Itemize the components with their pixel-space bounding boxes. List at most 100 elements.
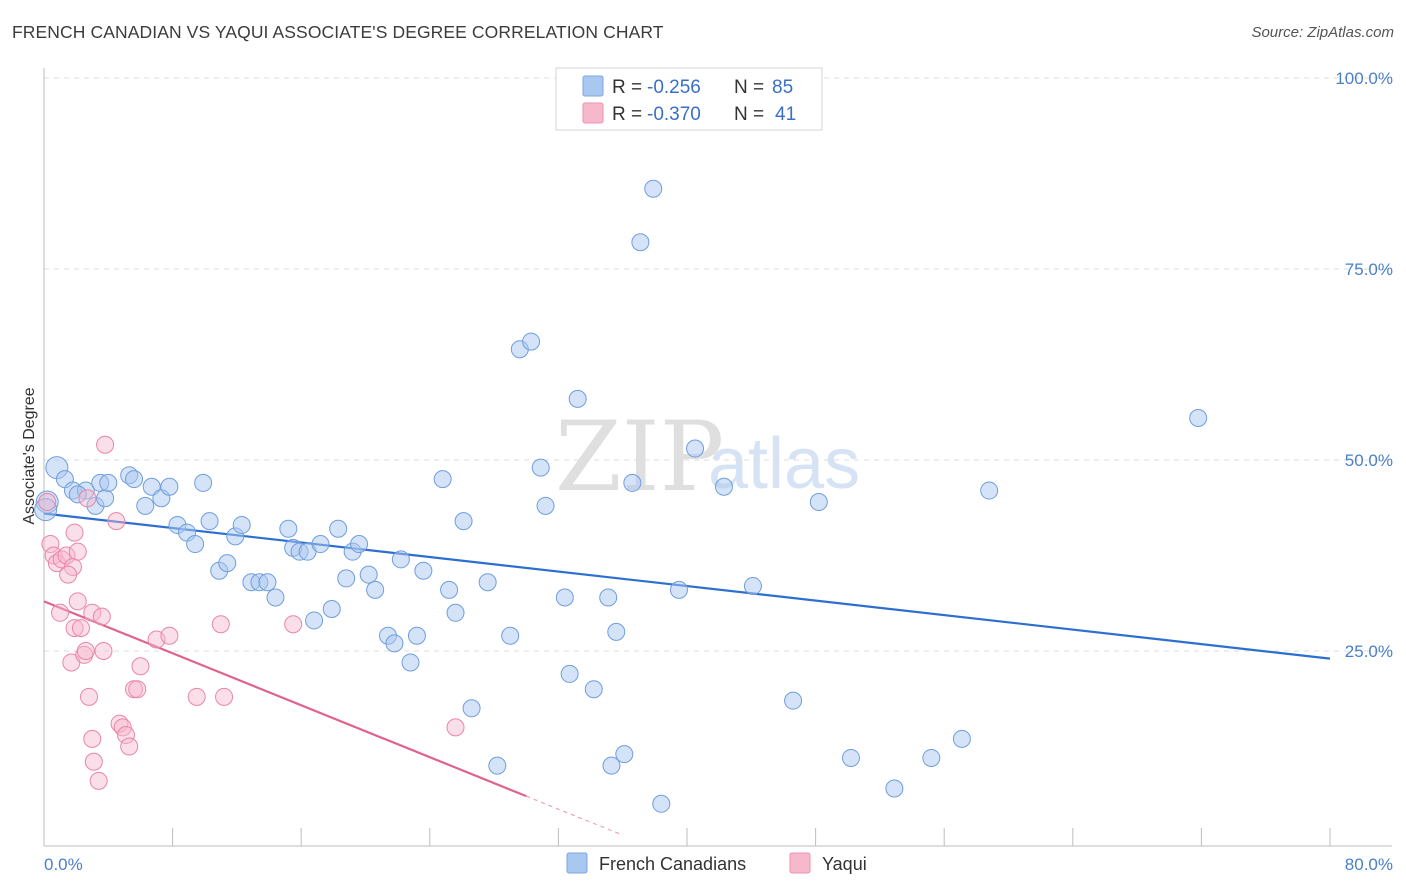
x-tick-labels: 0.0% 80.0% (44, 855, 1393, 874)
point-french-canadians-46 (414, 561, 433, 580)
point-french-canadians-52 (478, 573, 497, 592)
point-yaqui-33 (131, 657, 150, 676)
point-french-canadians-68 (631, 233, 650, 252)
point-french-canadians-50 (454, 512, 473, 531)
point-french-canadians-81 (980, 481, 999, 500)
point-yaqui-32 (128, 680, 147, 699)
point-yaqui-10 (51, 603, 70, 622)
point-french-canadians-40 (366, 580, 385, 599)
point-french-canadians-48 (440, 580, 459, 599)
point-yaqui-23 (92, 607, 111, 626)
point-french-canadians-17 (186, 535, 205, 554)
point-french-canadians-10 (125, 470, 144, 489)
chart-source: Source: ZipAtlas.com (1251, 24, 1394, 41)
point-yaqui-14 (71, 619, 90, 638)
point-french-canadians-54 (501, 626, 520, 645)
point-french-canadians-44 (401, 653, 420, 672)
point-french-canadians-7 (96, 489, 115, 508)
point-yaqui-21 (84, 752, 103, 771)
point-french-canadians-47 (433, 470, 452, 489)
point-french-canadians-23 (232, 515, 251, 534)
legend-swatch-yaqui (582, 102, 604, 124)
point-french-canadians-79 (922, 748, 941, 767)
point-yaqui-13 (68, 592, 87, 611)
point-yaqui-1 (41, 535, 60, 554)
point-french-canadians-75 (784, 691, 803, 710)
point-french-canadians-51 (462, 699, 481, 718)
legend-n-value-2: 41 (775, 104, 796, 125)
point-yaqui-0 (38, 493, 57, 512)
y-tick-label-0: 25.0% (1345, 642, 1393, 661)
point-french-canadians-8 (99, 473, 118, 492)
point-french-canadians-76 (809, 493, 828, 512)
point-french-canadians-11 (136, 496, 155, 515)
point-french-canadians-61 (568, 389, 587, 408)
point-french-canadians-12 (142, 477, 161, 496)
legend-r-label-2: R = (612, 104, 642, 125)
point-yaqui-20 (83, 729, 102, 748)
point-french-canadians-59 (555, 588, 574, 607)
point-french-canadians-77 (841, 748, 860, 767)
grid-lines (44, 77, 1392, 652)
bottom-legend-swatch-yaqui (789, 852, 811, 874)
point-yaqui-19 (80, 687, 99, 706)
watermark-atlas: atlas (708, 424, 860, 504)
point-french-canadians-64 (602, 756, 621, 775)
watermark-zip: ZIP (555, 401, 724, 513)
trend-lines (43, 512, 1331, 836)
point-yaqui-24 (94, 642, 113, 660)
point-french-canadians-35 (329, 519, 348, 538)
legend-swatch-french-canadians (582, 75, 604, 97)
y-tick-label-2: 75.0% (1345, 260, 1393, 279)
point-yaqui-40 (446, 718, 465, 737)
point-french-canadians-58 (536, 496, 555, 515)
y-tick-labels: 25.0% 50.0% 75.0% 100.0% (1335, 69, 1393, 661)
point-yaqui-12 (65, 619, 84, 638)
point-french-canadians-82 (1189, 408, 1208, 427)
point-yaqui-8 (68, 542, 87, 561)
point-french-canadians-39 (359, 565, 378, 584)
x-tick-label-0: 0.0% (44, 855, 83, 874)
point-french-canadians-42 (385, 634, 404, 653)
point-french-canadians-53 (488, 756, 507, 775)
point-yaqui-26 (107, 512, 126, 531)
point-french-canadians-71 (669, 580, 688, 599)
point-yaqui-29 (116, 726, 135, 745)
point-french-canadians-43 (391, 550, 410, 569)
point-french-canadians-84 (68, 485, 87, 504)
point-french-canadians-26 (258, 573, 277, 592)
legend-r-value-1: -0.256 (647, 77, 701, 98)
chart-title: FRENCH CANADIAN VS YAQUI ASSOCIATE'S DEG… (12, 22, 664, 42)
point-yaqui-30 (120, 737, 139, 756)
y-tick-label-3: 100.0% (1335, 69, 1393, 88)
point-french-canadians-65 (607, 622, 626, 641)
axes (43, 68, 1392, 847)
point-french-canadians-70 (652, 794, 671, 813)
point-yaqui-38 (215, 687, 234, 706)
point-french-canadians-78 (885, 779, 904, 798)
point-yaqui-36 (187, 687, 206, 706)
point-french-canadians-72 (686, 439, 705, 458)
legend-r-value-2: -0.370 (647, 104, 701, 125)
point-french-canadians-33 (311, 535, 330, 554)
point-french-canadians-14 (160, 477, 179, 496)
bottom-legend-label-french-canadians: French Canadians (599, 854, 746, 874)
point-french-canadians-66 (615, 745, 634, 764)
legend-n-value-1: 85 (772, 77, 793, 98)
point-yaqui-7 (65, 523, 84, 542)
legend-n-label-1: N = (734, 77, 764, 98)
point-french-canadians-21 (218, 554, 237, 573)
point-french-canadians-63 (599, 588, 618, 607)
point-yaqui-9 (59, 565, 78, 584)
trend-line-yaqui-extension (526, 795, 623, 836)
point-yaqui-37 (211, 615, 230, 634)
y-axis-label: Associate's Degree (21, 387, 38, 524)
point-french-canadians-56 (522, 332, 541, 351)
point-yaqui-25 (96, 435, 115, 454)
point-french-canadians-73 (714, 477, 733, 496)
legend-n-label-2: N = (734, 104, 764, 125)
bottom-legend-swatch-french-canadians (566, 852, 588, 874)
y-tick-label-1: 50.0% (1345, 451, 1393, 470)
point-yaqui-16 (76, 642, 95, 660)
